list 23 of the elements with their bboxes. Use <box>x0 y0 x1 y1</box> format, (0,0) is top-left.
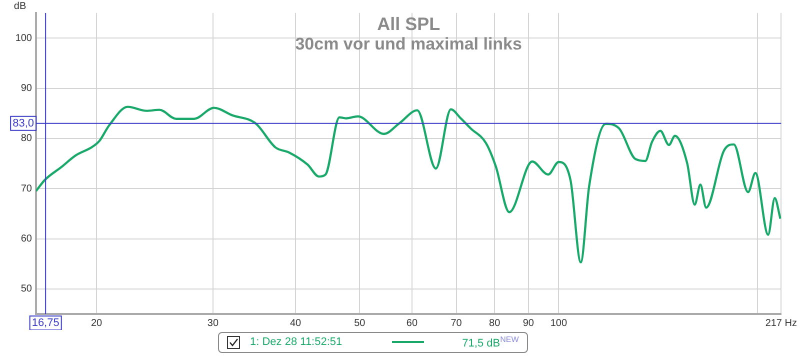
y-tick-label: 80 <box>20 133 32 144</box>
x-tick-label: 100 <box>550 318 568 329</box>
x-tick-label: 70 <box>450 318 462 329</box>
text: 30cm vor und maximal links <box>295 34 522 54</box>
text: 71,5 dB$^{NEW}$ <box>462 335 519 350</box>
x-tick-label: 40 <box>290 318 302 329</box>
y-tick-label: 50 <box>20 284 32 295</box>
x-tick-label: 50 <box>354 318 366 329</box>
x-tick-label: 20 <box>90 318 103 329</box>
y-tick-label: 70 <box>20 183 32 194</box>
y-tick-label: 100 <box>15 32 32 44</box>
x-tick-label: 217 Hz <box>765 318 797 329</box>
y-tick-label: 90 <box>20 83 32 94</box>
x-tick-label: 90 <box>522 318 534 329</box>
chart-title: All SPL <box>377 14 440 34</box>
x-tick-label: 30 <box>207 318 219 329</box>
y-axis-title: dB <box>14 0 26 12</box>
ref-line-label: 83,0 <box>12 117 34 130</box>
ref-line-label: 16,75 <box>32 317 60 330</box>
text: 1: Dez 28 11:52:51 <box>250 336 342 348</box>
x-tick-label: 80 <box>489 318 501 329</box>
x-tick-label: 60 <box>406 318 418 329</box>
y-tick-label: 60 <box>20 234 32 244</box>
